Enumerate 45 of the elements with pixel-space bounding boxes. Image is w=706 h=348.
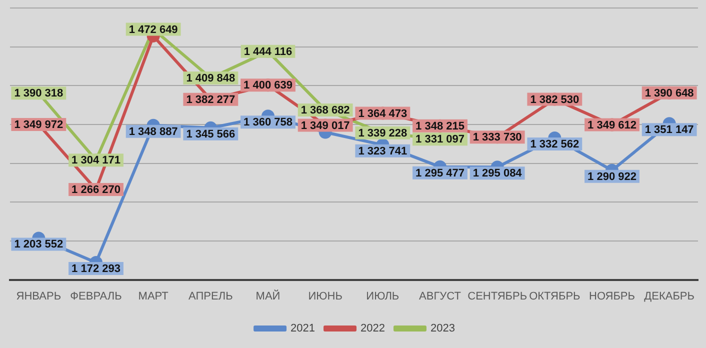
x-tick-label: ДЕКАБРЬ bbox=[644, 290, 694, 302]
x-tick-label: МАРТ bbox=[138, 290, 169, 302]
x-tick-label: АПРЕЛЬ bbox=[188, 290, 233, 302]
data-label: 1 345 566 bbox=[186, 128, 236, 140]
data-label: 1 349 612 bbox=[588, 119, 636, 132]
data-label: 1 332 562 bbox=[530, 138, 580, 151]
data-label: 1 390 648 bbox=[644, 87, 694, 100]
data-label: 1 360 758 bbox=[244, 116, 292, 129]
data-label: 1 295 477 bbox=[416, 167, 464, 180]
data-label: 1 348 215 bbox=[416, 120, 464, 132]
data-label: 1 409 848 bbox=[186, 72, 236, 85]
data-label: 1 444 116 bbox=[244, 46, 292, 58]
x-tick-label: ОКТЯБРЬ bbox=[529, 290, 580, 302]
data-label: 1 382 530 bbox=[530, 94, 580, 106]
data-label: 1 323 741 bbox=[358, 145, 408, 158]
data-label: 1 203 552 bbox=[14, 238, 64, 251]
data-label: 1 348 887 bbox=[128, 126, 178, 138]
data-label: 1 349 017 bbox=[300, 120, 350, 132]
data-label: 1 172 293 bbox=[72, 263, 120, 276]
data-label: 1 382 277 bbox=[186, 94, 236, 106]
x-tick-label: НОЯБРЬ bbox=[589, 290, 635, 302]
data-label: 1 364 473 bbox=[358, 108, 408, 120]
data-label: 1 472 649 bbox=[128, 24, 178, 36]
x-tick-label: ФЕВРАЛЬ bbox=[70, 290, 122, 302]
data-label: 1 295 084 bbox=[472, 168, 523, 180]
data-label: 1 266 270 bbox=[72, 184, 120, 196]
x-tick-label: ИЮНЬ bbox=[308, 290, 342, 302]
legend-label: 2021 bbox=[290, 322, 316, 335]
x-tick-label: АВГУСТ bbox=[419, 290, 462, 302]
x-tick-label: ИЮЛЬ bbox=[366, 290, 400, 302]
data-label: 1 304 171 bbox=[72, 154, 120, 167]
x-tick-label: ЯНВАРЬ bbox=[16, 290, 62, 302]
data-label: 1 349 972 bbox=[14, 119, 64, 132]
data-label: 1 368 682 bbox=[300, 104, 350, 117]
x-tick-label: СЕНТЯБРЬ bbox=[468, 290, 528, 302]
data-label: 1 351 147 bbox=[644, 124, 694, 136]
data-label: 1 400 639 bbox=[244, 80, 292, 92]
data-label: 1 390 318 bbox=[14, 88, 64, 100]
legend-label: 2022 bbox=[360, 322, 385, 335]
x-tick-label: МАЙ bbox=[256, 289, 280, 302]
data-label: 1 333 730 bbox=[472, 132, 522, 144]
data-label: 1 290 922 bbox=[588, 170, 636, 183]
data-label: 1 339 228 bbox=[358, 127, 408, 140]
legend-label: 2023 bbox=[430, 322, 455, 335]
data-label: 1 331 097 bbox=[416, 134, 464, 146]
